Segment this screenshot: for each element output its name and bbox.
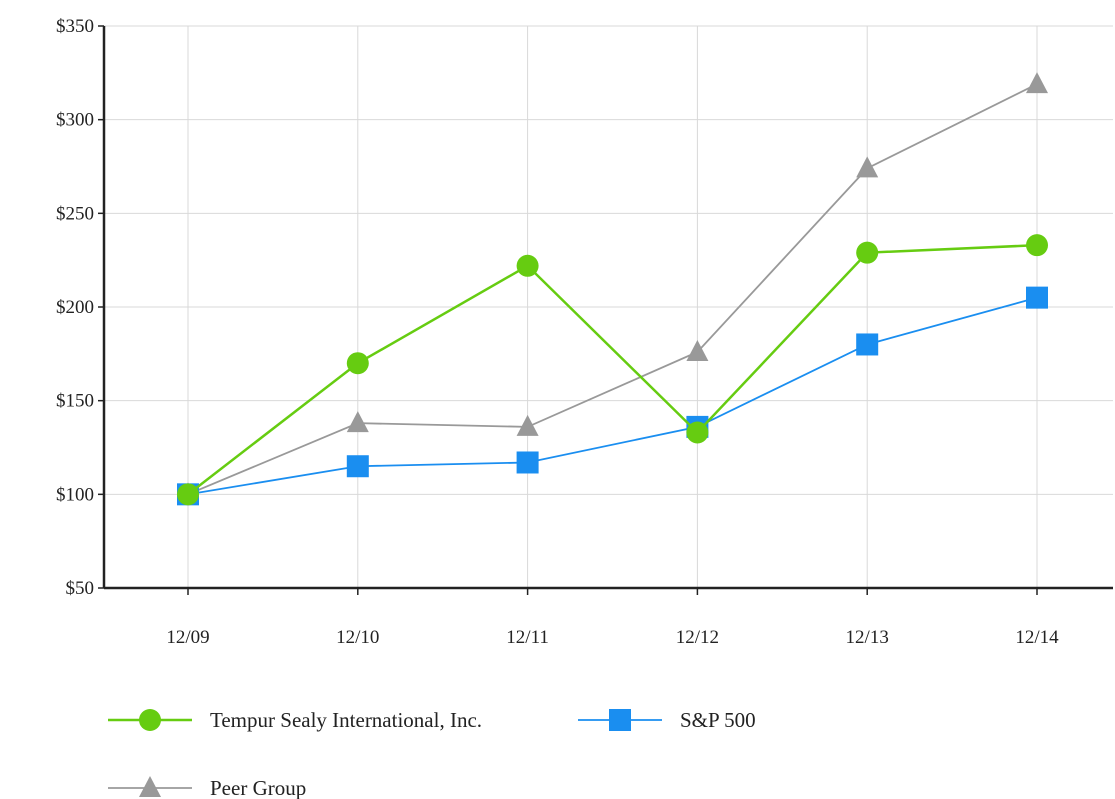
x-tick-label: 12/11 (506, 627, 549, 648)
data-point (346, 455, 369, 478)
legend-label: S&P 500 (680, 708, 756, 732)
x-tick-label: 12/10 (336, 627, 379, 648)
series-lines (177, 72, 1048, 506)
x-tick-label: 12/09 (166, 627, 209, 648)
series-sp500 (177, 286, 1048, 506)
series-tempur (177, 234, 1048, 506)
legend-label: Peer Group (210, 776, 306, 799)
data-point (177, 483, 199, 506)
legend-item-tempur: Tempur Sealy International, Inc. (108, 708, 482, 732)
data-point (1026, 286, 1048, 309)
x-tick-label: 12/13 (846, 627, 889, 648)
x-tick-label: 12/12 (676, 627, 719, 648)
y-tick-label: $100 (56, 484, 94, 505)
series-line (187, 296, 1038, 496)
data-point (856, 333, 879, 356)
axes (98, 25, 1113, 595)
data-point (516, 254, 539, 277)
legend-marker (139, 709, 161, 731)
series-line (187, 83, 1038, 496)
y-tick-label: $250 (56, 203, 94, 224)
legend-marker (609, 709, 631, 731)
series-line (187, 243, 1038, 496)
legend-label: Tempur Sealy International, Inc. (210, 708, 482, 732)
data-point (346, 352, 369, 375)
data-point (1026, 234, 1048, 257)
data-point (516, 451, 539, 474)
y-tick-label: $350 (56, 16, 94, 37)
tick-labels: $50 $100 $150 $200 $250 $300 $350 12/09 12/10 12/… (56, 16, 1059, 648)
data-point (1026, 72, 1048, 94)
y-tick-label: $300 (56, 110, 94, 131)
data-point (686, 421, 709, 444)
data-point (516, 414, 539, 436)
legend-item-peer-group: Peer Group (108, 776, 306, 799)
legend-item-sp500: S&P 500 (578, 708, 756, 732)
x-tick-label: 12/14 (1015, 627, 1059, 648)
data-point (346, 411, 369, 433)
y-tick-label: $50 (66, 578, 95, 599)
data-point (856, 241, 879, 264)
data-point (686, 339, 709, 361)
data-point (856, 156, 879, 178)
legend: Tempur Sealy International, Inc. S&P 500 P… (108, 708, 756, 799)
grid-lines (104, 25, 1113, 588)
y-tick-label: $200 (56, 297, 94, 318)
legend-marker (139, 776, 161, 797)
series-peer-group (177, 72, 1048, 504)
y-tick-label: $150 (56, 391, 94, 412)
